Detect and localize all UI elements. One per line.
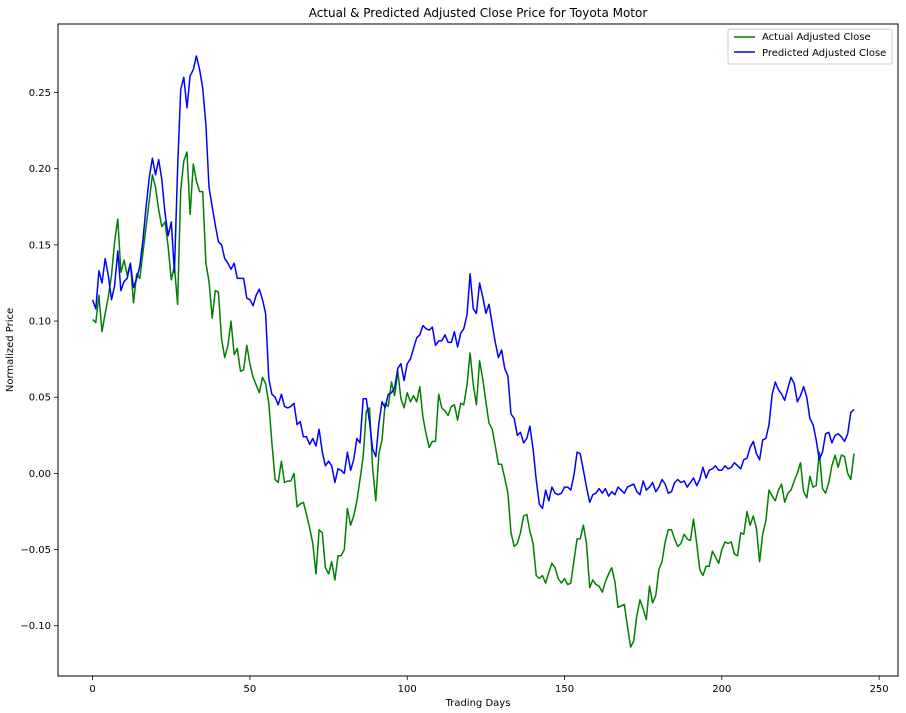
x-tick-label: 0 [89,684,95,695]
x-tick-label: 50 [244,684,257,695]
x-tick-label: 150 [555,684,574,695]
legend-label-predicted: Predicted Adjusted Close [762,48,886,59]
x-axis: 0 50 100 150 200 250 [89,676,889,695]
y-tick-label: −0.10 [20,621,51,632]
x-tick-label: 200 [712,684,731,695]
legend-box [727,28,893,65]
x-tick-label: 100 [398,684,417,695]
y-tick-label: 0.10 [29,317,51,328]
y-tick-label: 0.20 [29,164,51,175]
x-tick-label: 250 [870,684,889,695]
series-line-actual [92,151,855,648]
legend: Actual Adjusted Close Predicted Adjusted… [727,28,893,65]
y-tick-label: 0.25 [29,88,51,99]
y-tick-label: 0.15 [29,240,51,251]
y-tick-label: −0.05 [20,545,51,556]
series-line-predicted [91,55,855,510]
x-axis-label: Trading Days [445,698,511,709]
chart-title: Actual & Predicted Adjusted Close Price … [309,6,648,20]
y-tick-label: 0.05 [29,393,51,404]
y-axis: −0.10 −0.05 0.00 0.05 0.10 0.15 0.20 0.25 [20,88,58,632]
legend-label-actual: Actual Adjusted Close [762,32,871,43]
y-axis-label: Normalized Price [5,308,16,392]
series-layer [91,55,855,648]
plot-area [57,23,899,677]
y-tick-label: 0.00 [29,469,51,480]
